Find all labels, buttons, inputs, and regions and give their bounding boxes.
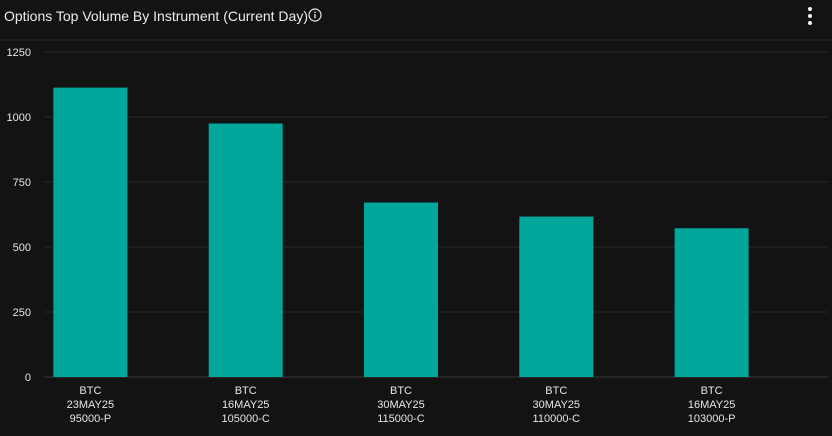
y-tick-label: 0	[25, 372, 31, 384]
x-tick-label: 30MAY25	[377, 399, 425, 411]
y-tick-label: 750	[13, 177, 31, 189]
y-tick-label: 250	[13, 307, 31, 319]
bars	[53, 87, 749, 378]
bar[interactable]	[519, 216, 594, 377]
bar[interactable]	[208, 123, 283, 378]
y-tick-label: 1000	[7, 112, 31, 124]
chart-title: Options Top Volume By Instrument (Curren…	[4, 8, 308, 24]
x-tick-label: BTC	[79, 385, 101, 397]
x-tick-label: 23MAY25	[67, 399, 115, 411]
x-axis-ticks: BTC 23MAY25 95000-P BTC 16MAY25 105000-C BTC 30…	[67, 385, 736, 425]
x-tick-label: 16MAY25	[222, 399, 270, 411]
more-options-button[interactable]	[800, 4, 820, 28]
x-tick-label: BTC	[235, 385, 257, 397]
kebab-menu-icon	[808, 7, 812, 25]
bar[interactable]	[674, 228, 749, 377]
y-axis-ticks: 0 250 500 750 1000 1250	[7, 47, 31, 384]
bar[interactable]	[53, 87, 128, 377]
x-tick-label: BTC	[545, 385, 567, 397]
x-tick-label: 103000-P	[688, 413, 736, 425]
x-tick-label: BTC	[701, 385, 723, 397]
x-tick-label: 95000-P	[70, 413, 112, 425]
x-tick-label: 16MAY25	[688, 399, 736, 411]
chart-area: 0 250 500 750 1000 1250 BTC 23MAY25 95000-P BTC 1…	[0, 34, 832, 436]
chart-header: Options Top Volume By Instrument (Curren…	[0, 0, 832, 34]
x-tick-label: 110000-C	[533, 413, 581, 425]
bar[interactable]	[364, 202, 438, 377]
x-tick-label: 30MAY25	[533, 399, 581, 411]
x-tick-label: 115000-C	[377, 413, 425, 425]
x-tick-label: BTC	[390, 385, 412, 397]
x-tick-label: 105000-C	[222, 413, 270, 425]
bar-chart: 0 250 500 750 1000 1250 BTC 23MAY25 95000-P BTC 1…	[0, 39, 832, 425]
y-tick-label: 500	[13, 242, 31, 254]
y-tick-label: 1250	[7, 47, 31, 59]
info-icon[interactable]	[308, 8, 322, 22]
